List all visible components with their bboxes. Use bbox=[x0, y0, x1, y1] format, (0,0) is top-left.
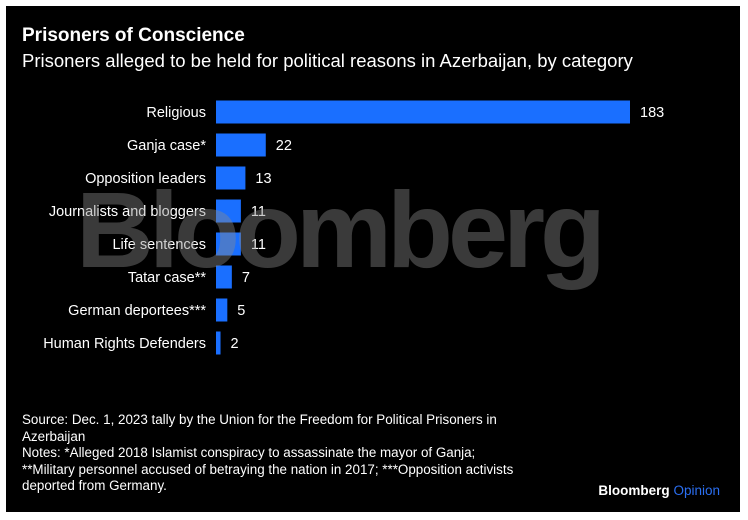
brand-name: Bloomberg bbox=[598, 483, 670, 498]
bar-chart: Religious 183 Ganja case* 22 Opposition lead… bbox=[43, 100, 664, 355]
value-label: 11 bbox=[251, 204, 266, 220]
value-label: 13 bbox=[255, 171, 271, 187]
chart-subtitle: Prisoners alleged to be held for politic… bbox=[22, 50, 633, 71]
bar bbox=[216, 265, 232, 289]
bar bbox=[216, 166, 246, 190]
bar bbox=[216, 199, 241, 223]
source-line-2: Azerbaijan bbox=[22, 428, 86, 444]
category-label: Ganja case* bbox=[127, 138, 206, 154]
value-label: 7 bbox=[242, 270, 250, 286]
notes-line-1: Notes: *Alleged 2018 Islamist conspiracy… bbox=[22, 445, 476, 460]
bar bbox=[216, 331, 221, 355]
value-label: 11 bbox=[251, 237, 266, 253]
footnotes: Source: Dec. 1, 2023 tally by the Union … bbox=[22, 412, 582, 495]
chart-title: Prisoners of Conscience bbox=[22, 25, 245, 46]
bar bbox=[216, 133, 266, 157]
value-label: 183 bbox=[640, 105, 664, 121]
category-label: Tatar case** bbox=[128, 270, 207, 286]
source-line-1: Source: Dec. 1, 2023 tally by the Union … bbox=[22, 412, 497, 427]
bar bbox=[216, 232, 241, 256]
bar bbox=[216, 100, 630, 124]
category-label: German deportees*** bbox=[68, 303, 206, 319]
chart-card: Prisoners of Conscience Prisoners allege… bbox=[6, 6, 740, 512]
bar bbox=[216, 298, 228, 322]
brand-section: Opinion bbox=[673, 483, 720, 498]
brand-logo: Bloomberg Opinion bbox=[598, 483, 720, 498]
category-label: Religious bbox=[146, 105, 206, 121]
category-label: Human Rights Defenders bbox=[43, 336, 206, 352]
value-label: 2 bbox=[231, 336, 239, 352]
notes-line-2: **Military personnel accused of betrayin… bbox=[22, 461, 514, 477]
value-label: 5 bbox=[237, 303, 245, 319]
value-label: 22 bbox=[276, 138, 292, 154]
notes-line-3: deported from Germany. bbox=[22, 478, 167, 493]
category-label: Life sentences bbox=[112, 237, 206, 253]
category-label: Opposition leaders bbox=[85, 171, 206, 187]
category-label: Journalists and bloggers bbox=[49, 204, 206, 220]
